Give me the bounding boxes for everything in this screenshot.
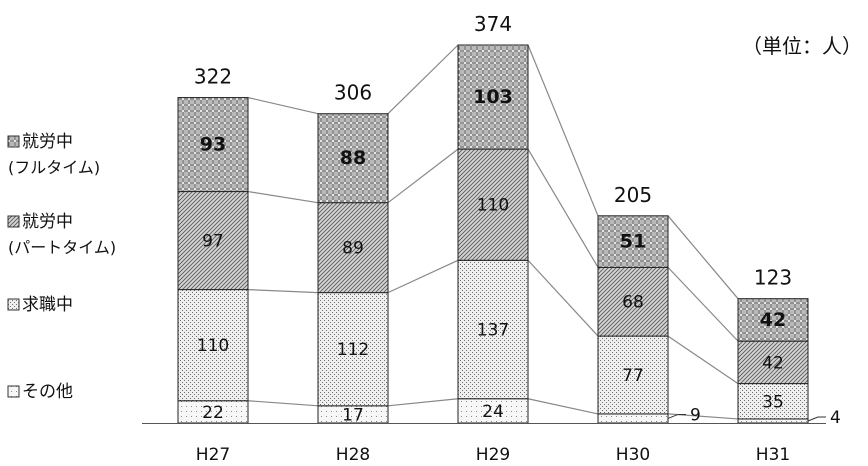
total-label: 374 [474, 12, 512, 36]
connector-line [247, 96, 319, 115]
legend-label-sub: (フルタイム) [8, 158, 100, 177]
data-label: 24 [482, 402, 504, 422]
legend-label: その他 [22, 382, 73, 402]
bar-segment [177, 191, 249, 291]
legend-swatch [7, 215, 20, 228]
data-label: 97 [202, 232, 224, 252]
bar-segment [737, 418, 809, 424]
connector-line [667, 335, 739, 385]
data-label: 112 [337, 340, 369, 360]
connector-line [667, 215, 739, 300]
legend-label: 就労中 [22, 212, 73, 232]
x-tick-label: H30 [616, 445, 650, 465]
bar-segment [177, 97, 249, 193]
data-label: 51 [620, 231, 646, 253]
data-label: 68 [622, 293, 644, 313]
data-label: 93 [200, 134, 226, 156]
data-label: 137 [477, 321, 509, 341]
bar-segment [317, 202, 389, 294]
total-label: 123 [754, 266, 792, 290]
legend-item: 求職中 [7, 295, 73, 315]
data-label: 17 [342, 405, 364, 425]
legend-swatch [7, 385, 20, 398]
data-label: 35 [762, 392, 784, 412]
data-label: 89 [342, 239, 364, 259]
x-tick-label: H31 [756, 445, 790, 465]
data-label: 22 [202, 403, 224, 423]
data-label: 4 [830, 408, 841, 428]
total-label: 205 [614, 183, 652, 207]
legend-label-sub: (パートタイム) [8, 238, 116, 257]
connector-line [387, 259, 459, 294]
connector-line [527, 44, 599, 217]
legend-label: 求職中 [22, 295, 73, 315]
connector-line [527, 259, 599, 337]
legend-item: その他 [7, 382, 73, 402]
legend-item: 就労中 (フルタイム) [7, 132, 100, 177]
x-tick-label: H29 [476, 445, 510, 465]
data-label: 110 [477, 196, 509, 216]
connector-line [247, 288, 319, 294]
total-label: 306 [334, 81, 372, 105]
leader-line [667, 413, 686, 419]
connector-line [247, 400, 319, 407]
bar-segment [457, 44, 529, 150]
data-label: 9 [690, 405, 701, 425]
data-label: 77 [622, 366, 644, 386]
bar-segment [457, 148, 529, 261]
connector-line [387, 44, 459, 115]
legend-swatch [7, 298, 20, 311]
data-label: 42 [762, 353, 784, 373]
legend-label: 就労中 [22, 132, 73, 152]
x-tick-label: H28 [336, 445, 370, 465]
legend-swatch [7, 135, 20, 148]
bar-segment [737, 383, 809, 420]
connector-line [247, 190, 319, 204]
bar-segment [597, 215, 669, 268]
connector-line [527, 398, 599, 415]
connector-line [527, 148, 599, 268]
x-axis-tick-labels: H27 H28 H29 H30 H31 [196, 445, 790, 465]
connector-line [387, 398, 459, 407]
unit-label: （単位：人） [742, 34, 862, 58]
connector-line [387, 148, 459, 204]
connector-line [667, 266, 739, 342]
bar-segment [317, 113, 389, 204]
data-label: 88 [340, 147, 366, 169]
total-label: 322 [194, 65, 232, 89]
data-label: 110 [197, 336, 229, 356]
x-tick-label: H27 [196, 445, 230, 465]
leader-line [807, 416, 826, 422]
data-label: 42 [760, 309, 786, 331]
data-label: 103 [473, 86, 513, 108]
series-connectors [247, 44, 739, 420]
bars: 22 110 97 93 322 17 112 89 88 306 24 137 110 103 374 9 7… [177, 12, 841, 428]
bar-segment [597, 413, 669, 424]
bar-segment [737, 298, 809, 342]
legend-item: 就労中 (パートタイム) [7, 212, 116, 257]
